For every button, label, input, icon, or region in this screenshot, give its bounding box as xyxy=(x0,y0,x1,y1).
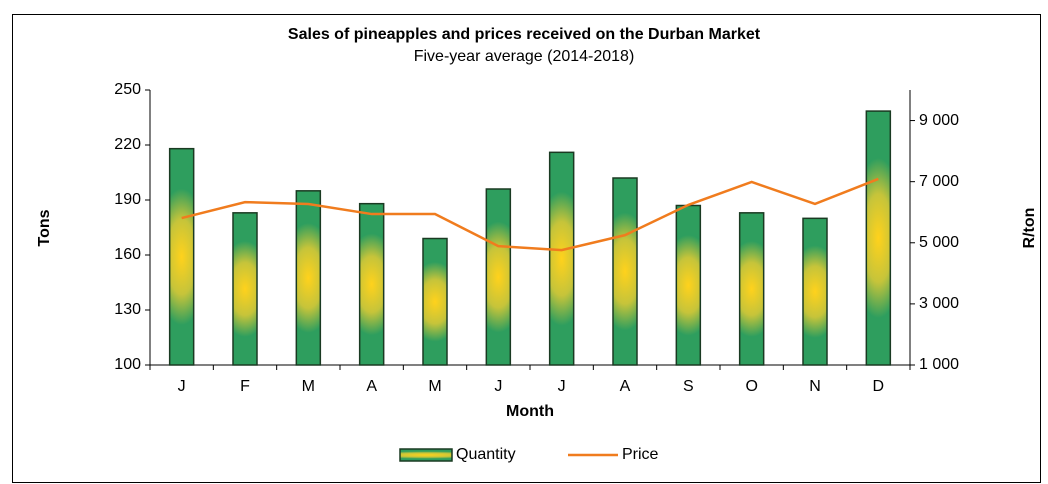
legend-label: Price xyxy=(622,446,659,463)
x-tick-label: J xyxy=(178,378,186,395)
bar xyxy=(803,218,827,365)
chart: Sales of pineapples and prices received … xyxy=(0,0,1048,484)
y2-tick-label: 9 000 xyxy=(919,112,959,129)
y-axis-title: Tons xyxy=(36,209,53,246)
x-tick-label: J xyxy=(558,378,566,395)
legend-label: Quantity xyxy=(456,446,516,463)
price-line xyxy=(182,179,879,250)
bar xyxy=(486,189,510,365)
legend-swatch xyxy=(400,449,452,461)
bar xyxy=(676,206,700,366)
y2-axis-title: R/ton xyxy=(1021,208,1038,249)
bar xyxy=(233,213,257,365)
x-tick-label: J xyxy=(494,378,502,395)
y2-tick-label: 1 000 xyxy=(919,356,959,373)
bar xyxy=(170,149,194,365)
y-tick-label: 130 xyxy=(114,301,141,318)
x-tick-label: D xyxy=(873,378,885,395)
y2-tick-label: 7 000 xyxy=(919,173,959,190)
chart-title: Sales of pineapples and prices received … xyxy=(288,26,761,43)
bar xyxy=(296,191,320,365)
bar xyxy=(423,239,447,366)
x-tick-label: S xyxy=(683,378,694,395)
bar xyxy=(360,204,384,365)
y-tick-label: 100 xyxy=(114,356,141,373)
x-tick-label: F xyxy=(240,378,250,395)
bar xyxy=(613,178,637,365)
x-tick-label: A xyxy=(366,378,377,395)
x-tick-label: N xyxy=(809,378,821,395)
y-tick-label: 160 xyxy=(114,246,141,263)
x-tick-label: O xyxy=(745,378,757,395)
y-tick-label: 220 xyxy=(114,136,141,153)
x-tick-label: M xyxy=(428,378,441,395)
chart-subtitle: Five-year average (2014-2018) xyxy=(414,48,635,65)
y2-tick-label: 3 000 xyxy=(919,295,959,312)
bar xyxy=(740,213,764,365)
y-tick-label: 250 xyxy=(114,81,141,98)
x-tick-label: A xyxy=(620,378,631,395)
y2-tick-label: 5 000 xyxy=(919,234,959,251)
x-axis-title: Month xyxy=(506,403,554,420)
x-tick-label: M xyxy=(302,378,315,395)
bar xyxy=(866,111,890,365)
y-tick-label: 190 xyxy=(114,191,141,208)
bar xyxy=(550,152,574,365)
